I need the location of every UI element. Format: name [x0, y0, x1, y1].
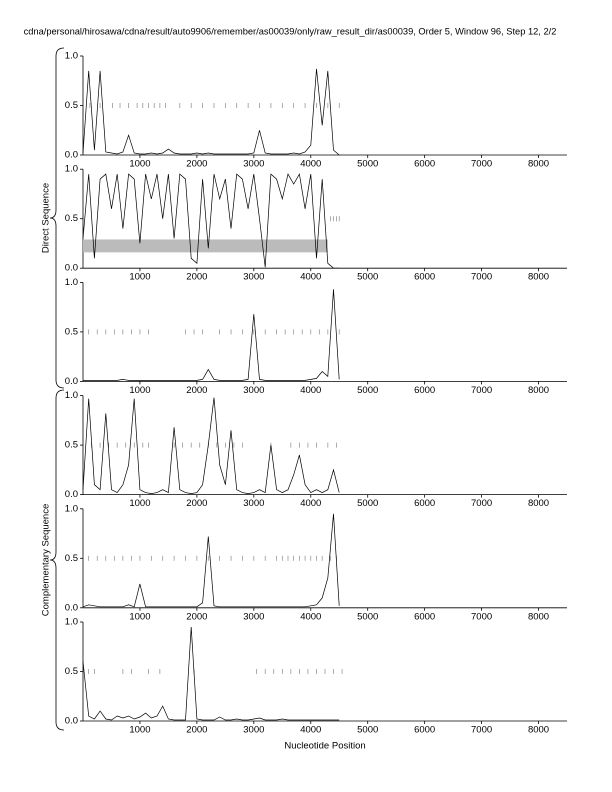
x-tick-label: 5000	[357, 272, 378, 283]
x-tick-label: 3000	[243, 159, 264, 170]
y-tick-label: 0.0	[65, 150, 78, 161]
x-tick-label: 7000	[471, 725, 492, 736]
x-tick-label: 1000	[129, 272, 150, 283]
x-tick-label: 6000	[414, 725, 435, 736]
x-tick-label: 1000	[129, 498, 150, 509]
x-axis-label: Nucleotide Position	[284, 741, 365, 752]
series-line	[82, 513, 340, 608]
x-tick-label: 6000	[414, 498, 435, 509]
x-tick-label: 6000	[414, 385, 435, 396]
series-line	[83, 289, 340, 381]
x-tick-label: 7000	[471, 385, 492, 396]
x-tick-label: 8000	[528, 159, 549, 170]
y-tick-label: 0.5	[65, 213, 78, 224]
x-tick-label: 3000	[243, 385, 264, 396]
x-tick-label: 8000	[528, 272, 549, 283]
series-line	[82, 68, 340, 156]
x-tick-label: 7000	[471, 272, 492, 283]
x-tick-label: 8000	[528, 498, 549, 509]
y-tick-label: 1.0	[65, 164, 78, 175]
x-tick-label: 6000	[414, 272, 435, 283]
x-tick-label: 5000	[357, 611, 378, 622]
x-tick-label: 2000	[186, 611, 207, 622]
y-tick-label: 1.0	[65, 617, 78, 628]
chart-title: cdna/personal/hirosawa/cdna/result/auto9…	[24, 26, 557, 36]
x-tick-label: 1000	[129, 611, 150, 622]
x-tick-label: 2000	[186, 272, 207, 283]
x-tick-label: 4000	[300, 159, 321, 170]
x-tick-label: 5000	[357, 159, 378, 170]
x-tick-label: 2000	[186, 159, 207, 170]
x-tick-label: 6000	[414, 611, 435, 622]
x-tick-label: 4000	[300, 498, 321, 509]
y-tick-label: 0.5	[65, 666, 78, 677]
x-tick-label: 5000	[357, 725, 378, 736]
x-tick-label: 1000	[129, 159, 150, 170]
x-tick-label: 8000	[528, 385, 549, 396]
x-tick-label: 3000	[243, 611, 264, 622]
y-tick-label: 0.0	[65, 489, 78, 500]
brace	[49, 47, 65, 389]
x-tick-label: 2000	[186, 385, 207, 396]
x-tick-label: 7000	[471, 611, 492, 622]
x-tick-label: 4000	[300, 272, 321, 283]
y-tick-label: 0.0	[65, 376, 78, 387]
x-tick-label: 3000	[243, 725, 264, 736]
y-tick-label: 0.5	[65, 326, 78, 337]
brace	[49, 389, 65, 731]
y-tick-label: 1.0	[65, 51, 78, 62]
y-tick-label: 1.0	[65, 277, 78, 288]
y-tick-label: 1.0	[65, 390, 78, 401]
series-line	[82, 173, 340, 269]
x-tick-label: 8000	[528, 725, 549, 736]
x-tick-label: 5000	[357, 498, 378, 509]
y-tick-label: 1.0	[65, 503, 78, 514]
series-line	[82, 397, 340, 494]
x-tick-label: 1000	[129, 725, 150, 736]
y-tick-label: 0.5	[65, 553, 78, 564]
x-tick-label: 4000	[300, 725, 321, 736]
group-label: Complementary Sequence	[41, 504, 52, 616]
x-tick-label: 2000	[186, 498, 207, 509]
x-tick-label: 6000	[414, 159, 435, 170]
y-tick-label: 0.0	[65, 263, 78, 274]
x-tick-label: 1000	[129, 385, 150, 396]
highlight-band	[83, 239, 328, 253]
group-label: Direct Sequence	[41, 183, 52, 253]
y-tick-label: 0.5	[65, 100, 78, 111]
x-tick-label: 4000	[300, 611, 321, 622]
y-tick-label: 0.0	[65, 716, 78, 727]
x-tick-label: 7000	[471, 159, 492, 170]
y-tick-label: 0.0	[65, 602, 78, 613]
series-line	[82, 626, 340, 721]
x-tick-label: 4000	[300, 385, 321, 396]
x-tick-label: 5000	[357, 385, 378, 396]
y-tick-label: 0.5	[65, 440, 78, 451]
x-tick-label: 2000	[186, 725, 207, 736]
x-tick-label: 3000	[243, 498, 264, 509]
x-tick-label: 3000	[243, 272, 264, 283]
x-tick-label: 7000	[471, 498, 492, 509]
x-tick-label: 8000	[528, 611, 549, 622]
